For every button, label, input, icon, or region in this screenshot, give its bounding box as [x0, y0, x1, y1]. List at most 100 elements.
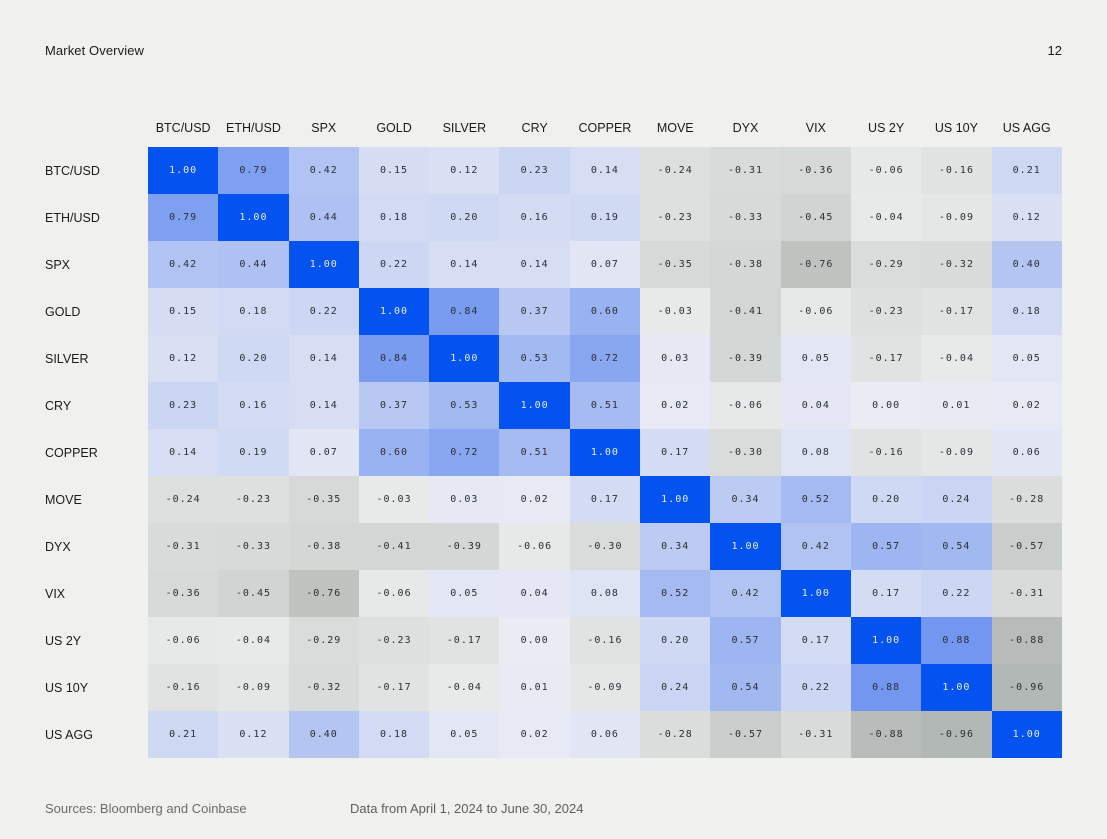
matrix-cell-dyx-gold: -0.41: [358, 523, 430, 570]
matrix-cell-us-10y-move: 0.24: [640, 664, 711, 711]
matrix-cell-gold-spx: 0.22: [288, 288, 359, 335]
matrix-cell-dyx-move: 0.34: [640, 523, 711, 570]
matrix-cell-dyx-btc-usd: -0.31: [148, 523, 219, 570]
matrix-cell-us-2y-dyx: 0.57: [710, 617, 781, 664]
matrix-cell-move-spx: -0.35: [288, 476, 359, 523]
correlation-matrix: BTC/USD ETH/USD SPX GOLD SILVER CRY COPPER MOVE…: [45, 100, 1062, 758]
matrix-cell-cry-dyx: -0.06: [710, 382, 781, 429]
matrix-cell-move-btc-usd: -0.24: [148, 476, 219, 523]
matrix-cell-vix-vix: 1.00: [780, 570, 851, 617]
matrix-cell-silver-us-agg: 0.05: [991, 335, 1062, 382]
matrix-cell-eth-usd-us-10y: -0.09: [921, 194, 992, 241]
matrix-cell-us-2y-us-10y: 0.88: [921, 617, 992, 664]
matrix-cell-btc-usd-us-2y: -0.06: [850, 147, 922, 194]
matrix-cell-eth-usd-spx: 0.44: [288, 194, 359, 241]
matrix-cell-gold-cry: 0.37: [499, 288, 570, 335]
matrix-cell-spx-vix: -0.76: [780, 241, 851, 288]
matrix-cell-copper-btc-usd: 0.14: [148, 429, 219, 476]
matrix-cell-us-2y-vix: 0.17: [780, 617, 851, 664]
matrix-cell-spx-us-agg: 0.40: [991, 241, 1062, 288]
matrix-cell-copper-vix: 0.08: [780, 429, 851, 476]
matrix-cell-vix-dyx: 0.42: [710, 570, 781, 617]
row-label-move: MOVE: [45, 492, 82, 507]
column-header-cry: CRY: [521, 120, 548, 135]
matrix-cell-gold-dyx: -0.41: [710, 288, 781, 335]
matrix-cell-silver-us-10y: -0.04: [921, 335, 992, 382]
matrix-cell-dyx-silver: -0.39: [429, 523, 500, 570]
matrix-cell-cry-cry: 1.00: [499, 382, 570, 429]
matrix-cell-spx-cry: 0.14: [499, 241, 570, 288]
column-header-vix: VIX: [805, 120, 826, 135]
matrix-cell-cry-copper: 0.51: [569, 382, 641, 429]
matrix-cell-spx-spx: 1.00: [288, 241, 359, 288]
matrix-cell-btc-usd-dyx: -0.31: [710, 147, 781, 194]
matrix-cell-gold-copper: 0.60: [569, 288, 641, 335]
matrix-cell-us-agg-us-agg: 1.00: [991, 711, 1062, 758]
matrix-cell-us-agg-copper: 0.06: [569, 711, 641, 758]
matrix-cell-us-agg-gold: 0.18: [358, 711, 430, 758]
row-label-btc-usd: BTC/USD: [45, 163, 100, 178]
column-header-btc-usd: BTC/USD: [155, 120, 211, 135]
matrix-cell-copper-us-2y: -0.16: [850, 429, 922, 476]
row-label-us-10y: US 10Y: [45, 680, 89, 695]
matrix-cell-dyx-us-agg: -0.57: [991, 523, 1062, 570]
matrix-cell-copper-dyx: -0.30: [710, 429, 781, 476]
matrix-cell-us-agg-btc-usd: 0.21: [148, 711, 219, 758]
matrix-cell-us-10y-us-agg: -0.96: [991, 664, 1062, 711]
matrix-cell-btc-usd-move: -0.24: [640, 147, 711, 194]
matrix-cell-us-2y-eth-usd: -0.04: [218, 617, 289, 664]
matrix-cell-eth-usd-cry: 0.16: [499, 194, 570, 241]
matrix-cell-us-agg-silver: 0.05: [429, 711, 500, 758]
matrix-cell-dyx-spx: -0.38: [288, 523, 359, 570]
matrix-cell-us-10y-spx: -0.32: [288, 664, 359, 711]
column-header-move: MOVE: [656, 120, 694, 135]
matrix-cell-us-10y-btc-usd: -0.16: [148, 664, 219, 711]
matrix-cell-spx-move: -0.35: [640, 241, 711, 288]
matrix-cell-us-agg-move: -0.28: [640, 711, 711, 758]
matrix-cell-cry-btc-usd: 0.23: [148, 382, 219, 429]
matrix-cell-eth-usd-eth-usd: 1.00: [218, 194, 289, 241]
column-header-us-2y: US 2Y: [868, 120, 905, 135]
row-label-vix: VIX: [45, 586, 66, 601]
column-header-dyx: DYX: [732, 120, 759, 135]
matrix-cell-cry-move: 0.02: [640, 382, 711, 429]
matrix-cell-dyx-vix: 0.42: [780, 523, 851, 570]
matrix-cell-eth-usd-silver: 0.20: [429, 194, 500, 241]
column-header-silver: SILVER: [442, 120, 487, 135]
page-number: 12: [1047, 43, 1062, 58]
matrix-cell-eth-usd-move: -0.23: [640, 194, 711, 241]
matrix-cell-us-agg-eth-usd: 0.12: [218, 711, 289, 758]
matrix-cell-us-agg-spx: 0.40: [288, 711, 359, 758]
matrix-cell-copper-cry: 0.51: [499, 429, 570, 476]
matrix-cell-eth-usd-vix: -0.45: [780, 194, 851, 241]
matrix-cell-us-agg-cry: 0.02: [499, 711, 570, 758]
matrix-cell-vix-btc-usd: -0.36: [148, 570, 219, 617]
column-header-eth-usd: ETH/USD: [226, 120, 281, 135]
matrix-cell-spx-eth-usd: 0.44: [218, 241, 289, 288]
matrix-cell-silver-copper: 0.72: [569, 335, 641, 382]
matrix-cell-us-10y-silver: -0.04: [429, 664, 500, 711]
matrix-cell-silver-btc-usd: 0.12: [148, 335, 219, 382]
matrix-cell-silver-dyx: -0.39: [710, 335, 781, 382]
matrix-cell-us-2y-copper: -0.16: [569, 617, 641, 664]
column-header-gold: GOLD: [376, 120, 412, 135]
matrix-cell-cry-us-10y: 0.01: [921, 382, 992, 429]
matrix-cell-copper-spx: 0.07: [288, 429, 359, 476]
matrix-cell-move-eth-usd: -0.23: [218, 476, 289, 523]
matrix-cell-gold-move: -0.03: [640, 288, 711, 335]
matrix-cell-vix-us-agg: -0.31: [991, 570, 1062, 617]
matrix-cell-copper-silver: 0.72: [429, 429, 500, 476]
matrix-cell-cry-silver: 0.53: [429, 382, 500, 429]
row-label-gold: GOLD: [45, 304, 81, 319]
matrix-cell-gold-eth-usd: 0.18: [218, 288, 289, 335]
row-label-eth-usd: ETH/USD: [45, 210, 100, 225]
matrix-cell-us-2y-gold: -0.23: [358, 617, 430, 664]
matrix-cell-us-agg-vix: -0.31: [780, 711, 851, 758]
matrix-cell-copper-us-10y: -0.09: [921, 429, 992, 476]
matrix-cell-move-gold: -0.03: [358, 476, 430, 523]
matrix-cell-move-us-2y: 0.20: [850, 476, 922, 523]
matrix-cell-vix-eth-usd: -0.45: [218, 570, 289, 617]
matrix-cell-silver-spx: 0.14: [288, 335, 359, 382]
matrix-cell-btc-usd-copper: 0.14: [569, 147, 641, 194]
matrix-cell-spx-us-10y: -0.32: [921, 241, 992, 288]
